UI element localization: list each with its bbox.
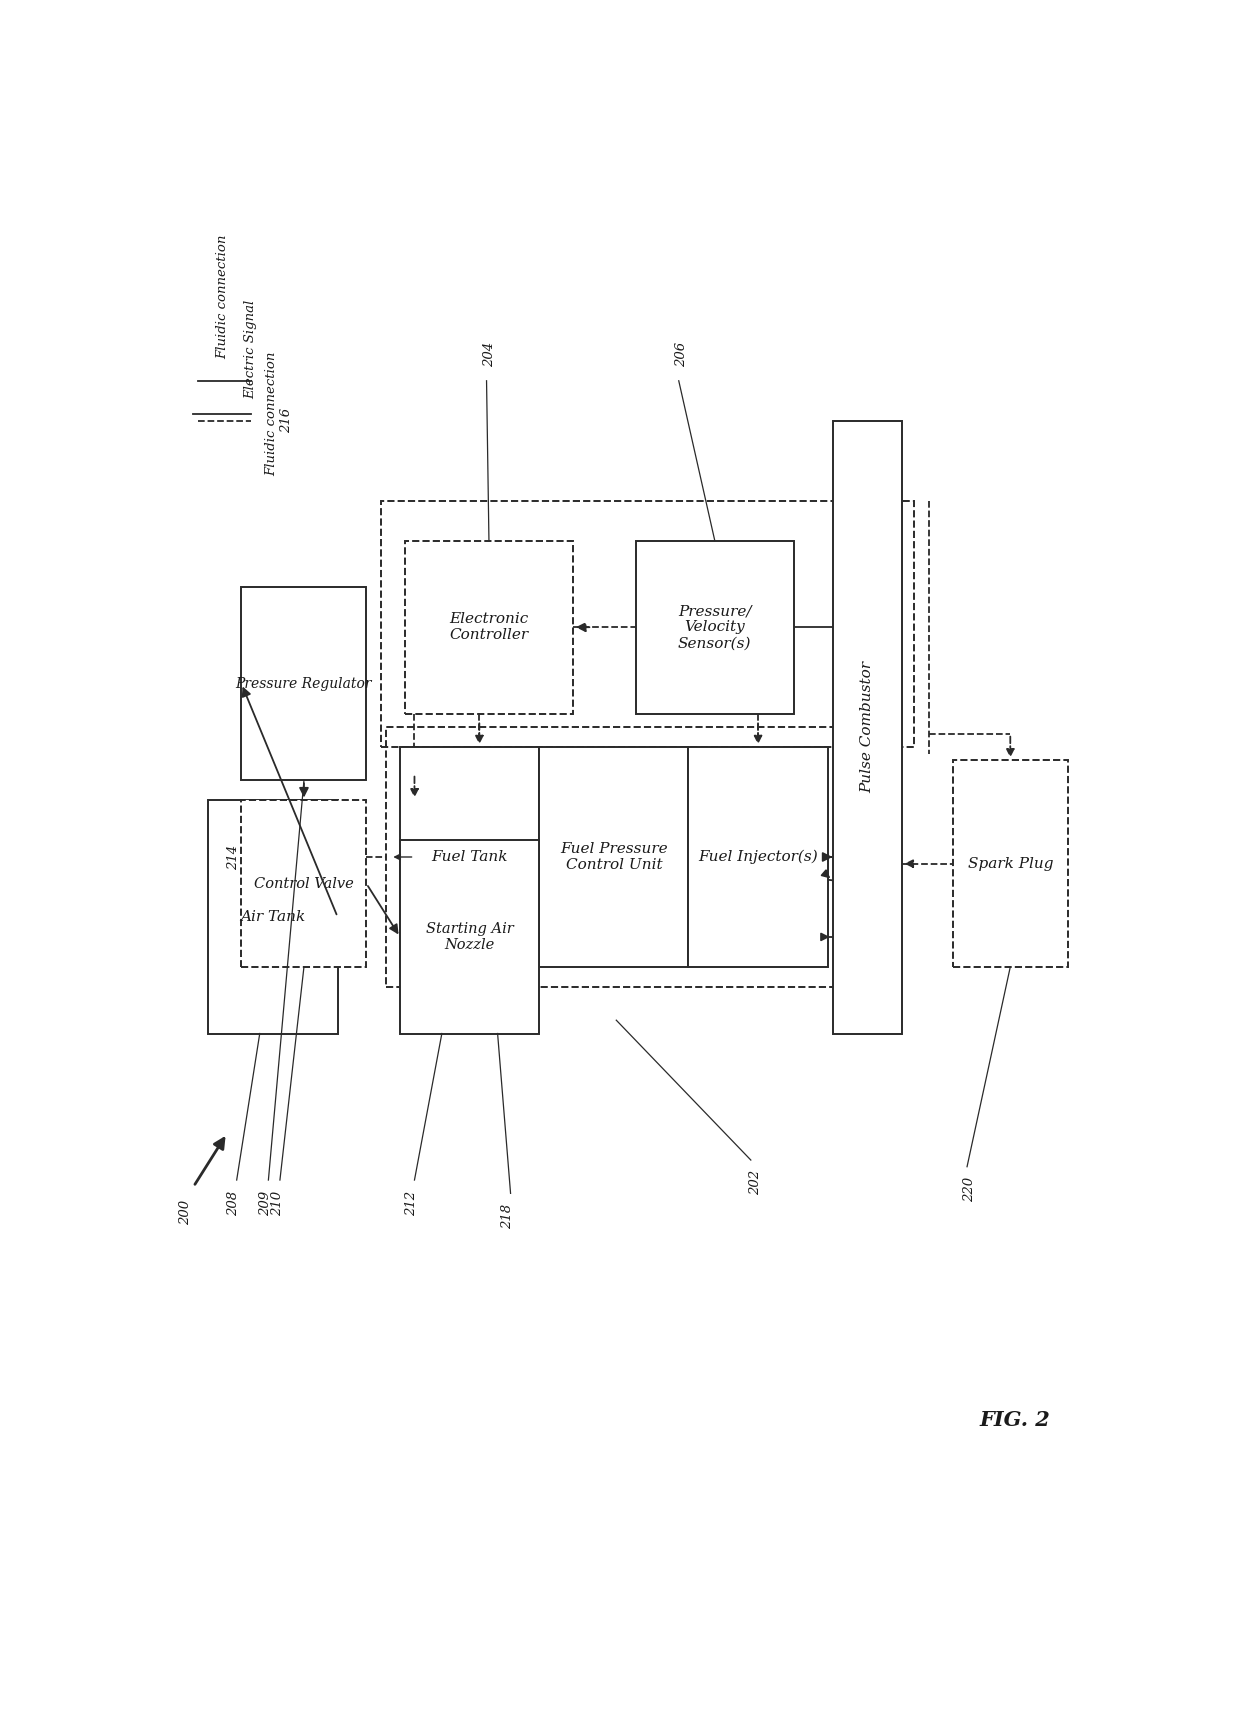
Text: 212: 212 <box>405 1190 418 1216</box>
Text: Pulse Combustor: Pulse Combustor <box>861 661 874 792</box>
Bar <box>242 801 367 967</box>
Bar <box>832 420 901 1033</box>
Text: Starting Air
Nozzle: Starting Air Nozzle <box>425 922 513 952</box>
Bar <box>539 747 688 967</box>
Bar <box>952 761 1068 967</box>
Text: 208: 208 <box>227 1190 241 1216</box>
Bar <box>242 586 367 780</box>
Text: Fuel Tank: Fuel Tank <box>432 849 508 863</box>
Text: 209: 209 <box>259 1190 272 1216</box>
Text: 204: 204 <box>482 343 496 367</box>
Text: 216: 216 <box>280 408 293 432</box>
Text: FIG. 2: FIG. 2 <box>980 1410 1050 1429</box>
Text: 200: 200 <box>180 1201 192 1225</box>
Bar <box>401 841 539 1033</box>
Text: Fluidic connection: Fluidic connection <box>216 235 228 360</box>
Text: Electric Signal: Electric Signal <box>244 301 258 400</box>
Text: Pressure/
Velocity
Sensor(s): Pressure/ Velocity Sensor(s) <box>678 604 751 650</box>
Text: 202: 202 <box>749 1169 763 1194</box>
Bar <box>635 540 794 714</box>
Text: 220: 220 <box>963 1178 976 1202</box>
Bar <box>208 801 337 1033</box>
Bar <box>404 540 573 714</box>
Bar <box>688 747 828 967</box>
Text: Fuel Injector(s): Fuel Injector(s) <box>698 849 818 865</box>
Text: Pressure Regulator: Pressure Regulator <box>236 676 372 690</box>
Text: Fuel Pressure
Control Unit: Fuel Pressure Control Unit <box>560 843 667 872</box>
Text: 206: 206 <box>675 343 688 367</box>
Bar <box>401 747 539 967</box>
Text: 218: 218 <box>501 1204 515 1228</box>
Text: 210: 210 <box>270 1190 284 1216</box>
Text: Spark Plug: Spark Plug <box>967 856 1053 870</box>
Bar <box>386 727 842 986</box>
Text: Control Valve: Control Valve <box>254 877 353 891</box>
Text: Electronic
Controller: Electronic Controller <box>449 612 528 642</box>
Text: 214: 214 <box>227 844 241 870</box>
Text: Air Tank: Air Tank <box>241 910 305 924</box>
Bar <box>381 500 914 747</box>
Text: Fluidic connection: Fluidic connection <box>265 351 279 476</box>
